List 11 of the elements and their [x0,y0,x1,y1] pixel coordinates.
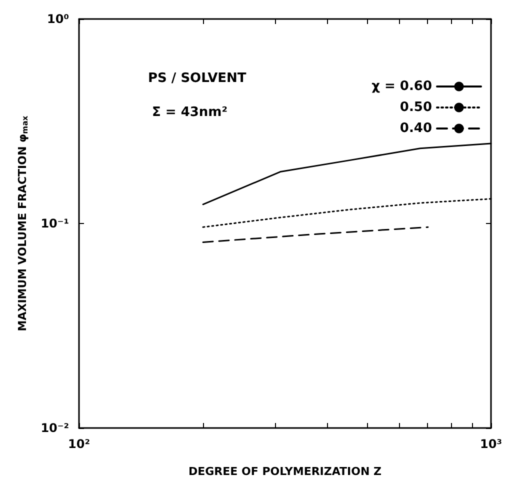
x-tick-label: 10³ [480,437,502,451]
y-tick-label: 10⁰ [47,12,69,26]
x-tick-label: 10² [68,437,90,451]
legend-label: 0.50 [400,100,432,115]
x-axis-title: DEGREE OF POLYMERIZATION Z [188,465,382,478]
y-tick-label: 10⁻¹ [40,216,69,230]
annotation: Σ = 43nm² [152,105,228,120]
annotation: PS / SOLVENT [148,71,246,86]
y-tick-label: 10⁻² [40,421,69,435]
legend-label: 0.40 [400,121,432,136]
legend-label: χ = 0.60 [372,79,432,94]
